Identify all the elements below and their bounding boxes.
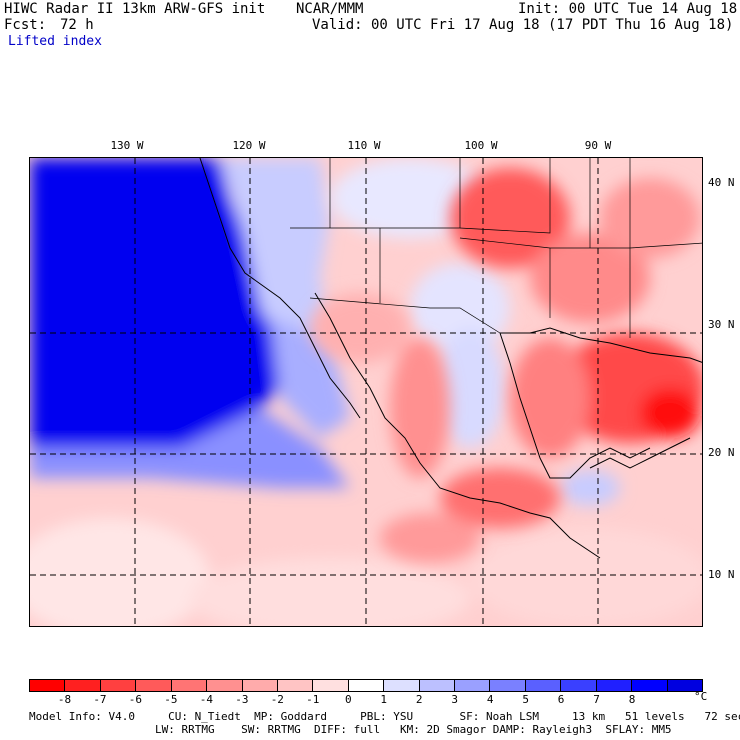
colorbar-unit: °C <box>694 690 708 703</box>
colorbar-tick-label: -7 <box>93 693 107 706</box>
colorbar-swatch <box>632 680 668 691</box>
colorbar-swatch <box>561 680 597 691</box>
lat-label: 10 N <box>708 568 735 581</box>
lon-label: 130 W <box>110 139 144 152</box>
colorbar-tick-label: -3 <box>235 693 249 706</box>
field-name: Lifted index <box>8 34 102 49</box>
colorbar-tick-label: 5 <box>522 693 529 706</box>
colorbar-tick-label: 7 <box>593 693 600 706</box>
lon-label: 120 W <box>232 139 266 152</box>
lon-label: 110 W <box>347 139 381 152</box>
colorbar-swatch <box>277 680 314 691</box>
colorbar-tick-label: 1 <box>380 693 388 706</box>
lat-label: 40 N <box>708 176 735 189</box>
colorbar-swatch <box>100 680 137 691</box>
colorbar-tick-label: -2 <box>270 693 284 706</box>
colorbar <box>29 679 703 692</box>
lat-label: 20 N <box>708 446 735 459</box>
pacific-stable-region <box>30 158 350 488</box>
model-info-line1: Model Info: V4.0 CU: N_Tiedt MP: Goddard… <box>29 710 740 723</box>
colorbar-swatch <box>348 680 385 691</box>
colorbar-tick-label: 3 <box>451 693 458 706</box>
unstable-regions <box>310 168 702 563</box>
forecast-label: Fcst: <box>4 17 47 33</box>
colorbar-swatch <box>65 680 101 691</box>
model-title: HIWC Radar II 13km ARW-GFS init <box>4 1 266 17</box>
valid-time: Valid: 00 UTC Fri 17 Aug 18 (17 PDT Thu … <box>312 17 734 33</box>
colorbar-swatch <box>455 680 491 691</box>
init-time: Init: 00 UTC Tue 14 Aug 18 <box>518 1 738 17</box>
colorbar-swatch <box>384 680 420 691</box>
colorbar-swatch <box>419 680 456 691</box>
colorbar-tick-label: -5 <box>164 693 178 706</box>
colorbar-swatch <box>490 680 526 691</box>
colorbar-swatch <box>136 680 172 691</box>
political-borders <box>290 158 702 338</box>
forecast-hour: 72 h <box>60 17 94 33</box>
colorbar-tick-label: 2 <box>415 693 423 706</box>
colorbar-tick-label: -1 <box>306 693 320 706</box>
colorbar-swatch <box>596 680 633 691</box>
colorbar-swatch <box>313 680 349 691</box>
lifted-index-map <box>29 157 703 627</box>
colorbar-tick-label: -8 <box>57 693 72 706</box>
colorbar-swatch <box>667 680 703 691</box>
colorbar-swatch <box>525 680 562 691</box>
colorbar-swatch <box>242 680 278 691</box>
model-info-line2: LW: RRTMG SW: RRTMG DIFF: full KM: 2D Sm… <box>155 723 672 736</box>
organization-label: NCAR/MMM <box>296 1 364 17</box>
lat-lon-grid <box>30 158 702 626</box>
colorbar-tick-label: 6 <box>557 693 565 706</box>
lat-label: 30 N <box>708 318 735 331</box>
lon-label: 90 W <box>584 139 612 152</box>
colorbar-tick-label: -4 <box>199 693 213 706</box>
colorbar-tick-label: 0 <box>344 693 352 706</box>
colorbar-swatch <box>30 680 66 691</box>
colorbar-tick-label: 4 <box>486 693 494 706</box>
map-canvas <box>30 158 702 626</box>
colorbar-tick-label: 8 <box>628 693 636 706</box>
colorbar-swatch <box>207 680 243 691</box>
colorbar-tick-label: -6 <box>128 693 143 706</box>
colorbar-swatch <box>171 680 208 691</box>
coastlines <box>199 158 702 559</box>
lon-label: 100 W <box>464 139 498 152</box>
